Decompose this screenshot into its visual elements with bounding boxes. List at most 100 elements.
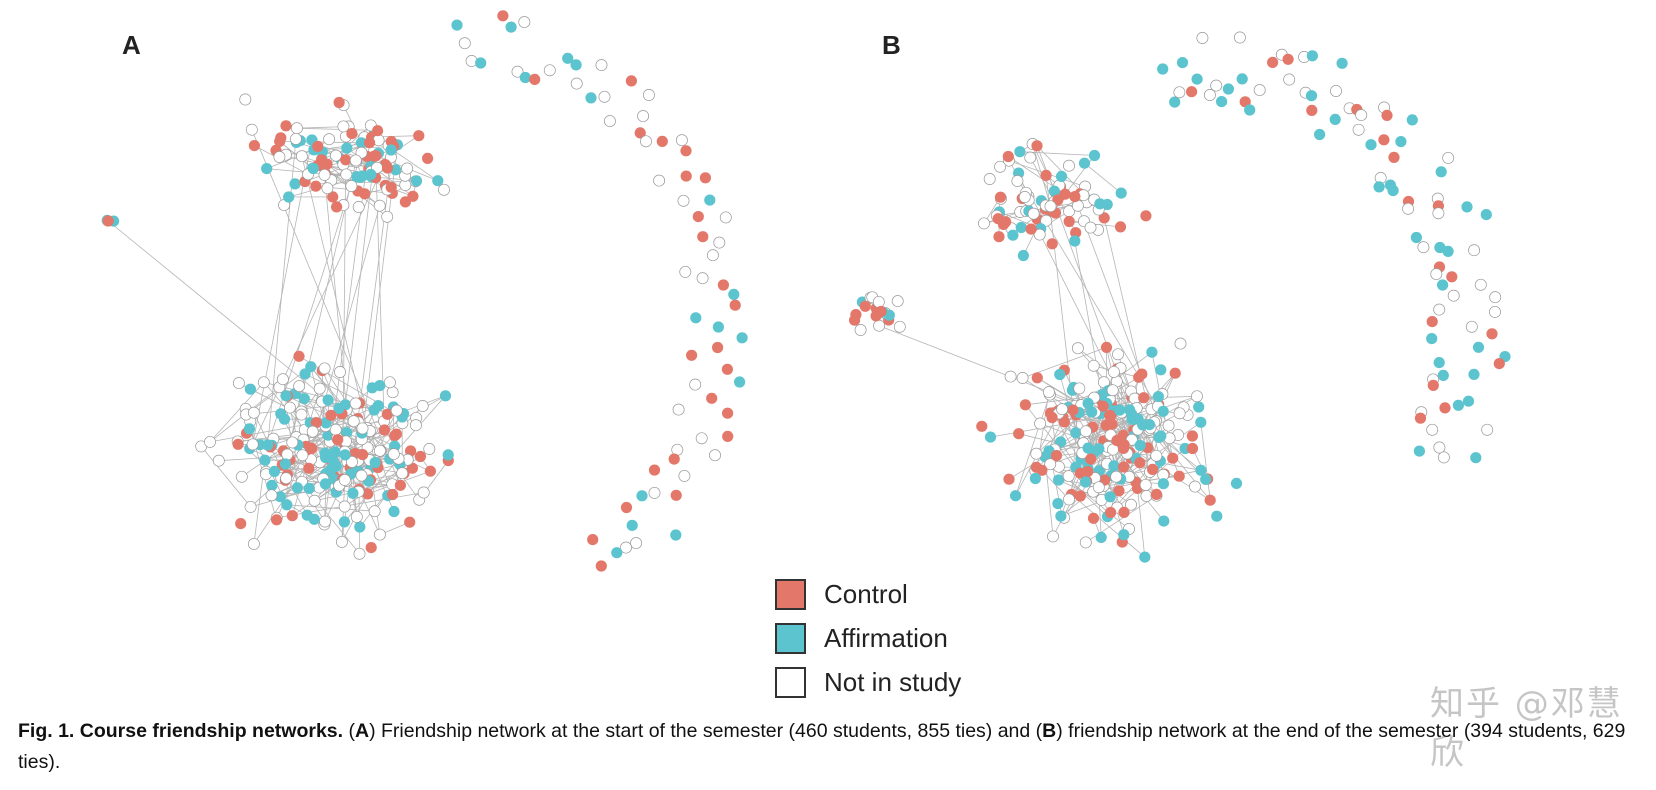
network-node [1305,90,1318,102]
network-node [1373,181,1385,193]
legend-label-not-in-study: Not in study [824,666,962,697]
network-node [1173,470,1185,482]
network-node [333,96,345,109]
network-node [570,59,582,71]
network-node [1413,445,1425,457]
network-node [1053,474,1065,486]
legend-swatch-not-in-study [775,666,806,698]
network-node [373,199,386,212]
network-node [442,449,454,461]
legend-swatch-control [775,578,806,610]
network-node [1086,406,1098,418]
network-node [1437,279,1449,291]
network-node [994,160,1007,173]
network-node [298,393,310,405]
network-node [1047,530,1059,543]
network-node [1069,235,1081,247]
network-node [1063,493,1075,506]
network-node [386,386,399,399]
network-node [451,19,463,31]
network-node [1040,214,1053,227]
network-node [286,436,299,449]
network-node [1031,372,1043,384]
network-node [873,319,886,332]
network-node [1095,531,1107,544]
network-node [341,142,353,154]
network-node [245,123,258,136]
network-node [1426,423,1439,436]
network-node [329,149,342,162]
network-node [296,449,309,462]
network-node [1147,463,1159,475]
network-node [1015,221,1027,234]
network-node [1239,96,1251,108]
network-node [1087,359,1100,372]
network-edge [1149,429,1174,459]
network-node [1267,56,1279,68]
legend-swatch-affirmation [775,622,806,654]
network-node [335,535,348,548]
network-node [307,162,319,175]
network-node [1155,430,1167,442]
network-node [280,390,292,402]
network-node [1140,210,1152,222]
network-node [1152,391,1164,403]
network-node [1468,368,1480,380]
network-node [351,171,363,183]
network-node [1210,79,1223,92]
network-node [1447,289,1460,302]
figure: A B Control Affirmation Not in study 知乎 … [101,10,1621,773]
network-node [677,194,690,207]
network-node [1157,63,1169,75]
network-node [1222,83,1234,95]
network-node [432,175,444,187]
network-node [854,324,867,336]
network-node [293,380,306,393]
network-node [1195,464,1207,476]
network-node [346,128,358,140]
network-node [406,462,418,474]
network-node [1433,357,1445,369]
network-edge [1036,145,1055,192]
network-node [648,486,661,499]
network-node [1157,478,1169,490]
network-node [1085,453,1097,465]
network-node [310,180,322,192]
network-node [1100,341,1113,353]
network-node [1079,536,1092,549]
network-node [1100,419,1112,431]
network-node [648,464,661,476]
network-node [359,188,371,200]
network-node [295,150,308,163]
network-node [611,547,623,559]
network-node [518,16,531,29]
network-node [1046,411,1058,424]
network-node [1158,515,1170,527]
network-node [1489,291,1502,304]
network-node [368,404,380,416]
network-node [274,135,286,147]
network-node [1233,31,1246,44]
network-node [1124,404,1136,416]
network-node [1140,490,1153,502]
panel-a-nodes [101,10,748,572]
network-node [1027,207,1040,220]
network-node [280,472,293,485]
network-node [675,134,688,147]
network-node [637,110,650,123]
network-node [893,320,906,333]
network-edge [1071,494,1146,558]
network-node [1025,223,1037,235]
network-node [704,194,716,206]
network-node [308,513,320,525]
network-node [1134,439,1146,452]
network-node [322,394,334,406]
network-node [1427,379,1439,391]
network-node [1388,151,1400,163]
network-edge [200,446,251,508]
network-node [680,170,692,182]
network-node [318,168,331,181]
network-node [357,449,369,461]
network-node [1004,370,1017,383]
network-edge [1041,470,1070,500]
